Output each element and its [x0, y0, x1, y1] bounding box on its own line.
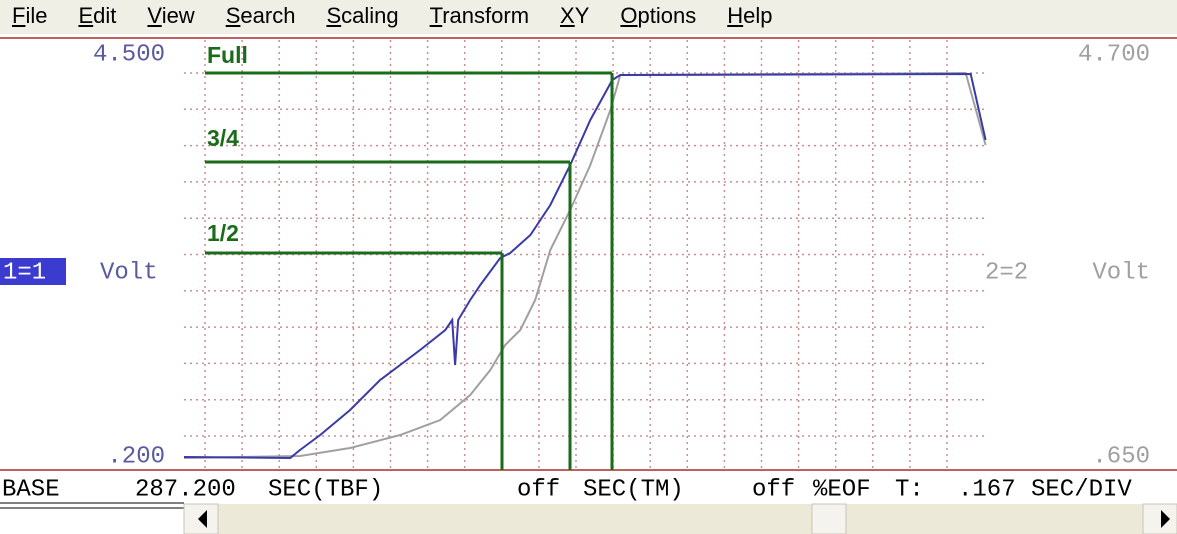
guide-lines: [205, 71, 614, 470]
unit-left: Volt: [100, 259, 158, 286]
status-text: SEC/DIV: [1031, 476, 1132, 503]
scroll-thumb[interactable]: [811, 503, 847, 534]
menu-item[interactable]: File: [12, 3, 48, 28]
menu-item[interactable]: Search: [225, 3, 296, 28]
scroll-track[interactable]: [184, 504, 1177, 534]
y-tick-label: 4.500: [93, 41, 165, 68]
channel-highlight[interactable]: [0, 258, 66, 285]
status-text: .167: [958, 476, 1016, 503]
status-text: off: [752, 476, 795, 503]
status-text: %EOF: [813, 476, 871, 503]
status-bar: BASE 287.200 SEC(TBF) off SEC(TM) off %E…: [2, 476, 1132, 503]
status-text: T:: [895, 476, 924, 503]
channel-1[interactable]: 1=1: [3, 259, 46, 286]
trace: [183, 72, 987, 460]
y2-tick-label: 4.700: [1078, 41, 1150, 68]
channel-2[interactable]: 2=2: [985, 259, 1028, 286]
status-text: off: [517, 476, 560, 503]
menu-item[interactable]: View: [147, 3, 195, 28]
menu-item[interactable]: XY: [560, 3, 590, 28]
menu-item[interactable]: Transform: [429, 3, 530, 28]
menu-item[interactable]: Scaling: [326, 3, 399, 28]
menu-item[interactable]: Help: [727, 3, 773, 28]
scrollbar[interactable]: [183, 503, 1177, 534]
scroll-right[interactable]: [1142, 503, 1177, 534]
y-tick-label: .200: [107, 443, 165, 470]
annotation: 3/4: [207, 125, 239, 151]
arrow-left: [198, 510, 207, 528]
status-text: BASE: [2, 476, 60, 503]
annotation: Full: [207, 42, 248, 68]
arrow-right: [1161, 510, 1170, 528]
unit-right: Volt: [1092, 259, 1150, 286]
y2-tick-label: .650: [1092, 443, 1150, 470]
menu-item[interactable]: Options: [620, 3, 697, 28]
trace: [183, 71, 987, 459]
status-text: 287.200: [135, 476, 236, 503]
menu-item[interactable]: Edit: [78, 3, 117, 28]
status-text: SEC(TM): [583, 476, 684, 503]
traces: [183, 71, 987, 460]
menu-bar: File Edit View Search Scaling Transform XY Opti…: [0, 0, 1177, 34]
annotation: 1/2: [207, 220, 239, 246]
status-text: SEC(TBF): [268, 476, 383, 503]
